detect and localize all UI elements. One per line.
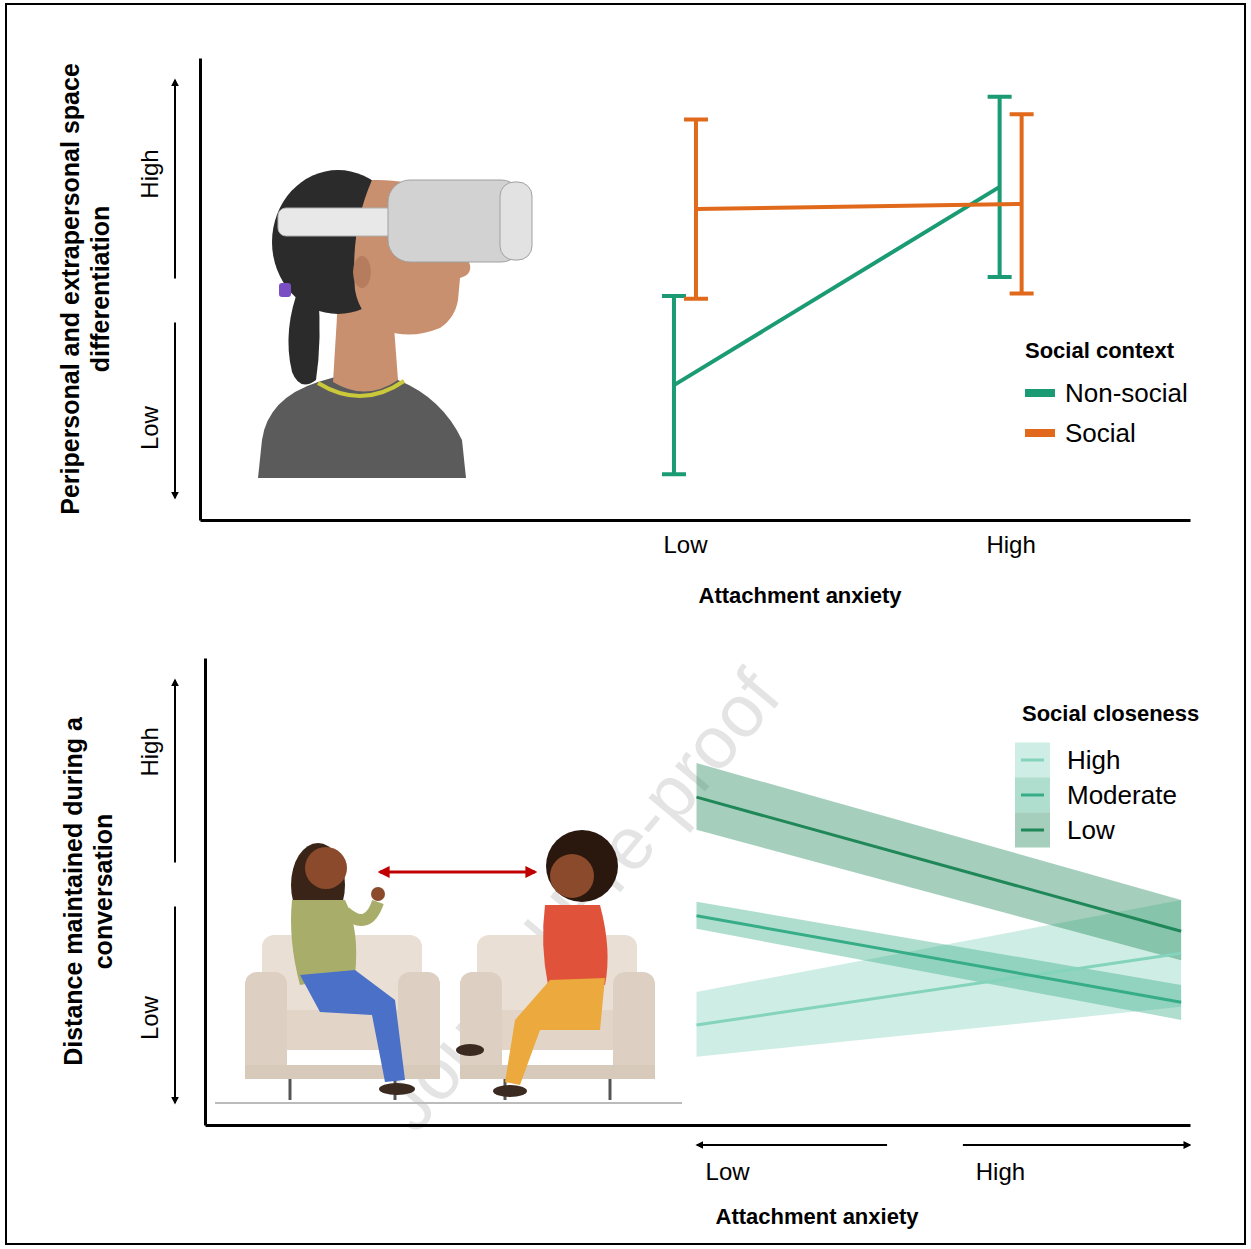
legend-item: Social bbox=[1025, 418, 1136, 448]
chair-leg bbox=[289, 1079, 292, 1100]
ear bbox=[353, 256, 371, 288]
legend-swatch bbox=[1015, 813, 1050, 848]
frame bbox=[6, 4, 1245, 1244]
x-arrow-right bbox=[963, 1144, 1190, 1146]
x-tick-label: Low bbox=[706, 1158, 751, 1185]
legend-title: Social context bbox=[1025, 338, 1175, 363]
x-tick: Low bbox=[706, 1125, 751, 1185]
y-axis: Low High bbox=[136, 59, 200, 521]
chair-arm bbox=[245, 972, 287, 1077]
y-tick: Low bbox=[136, 405, 200, 450]
hair bbox=[546, 830, 618, 902]
chair-arm bbox=[398, 972, 440, 1077]
chair-arm bbox=[460, 972, 502, 1077]
shoe bbox=[493, 1085, 527, 1097]
figure: Journal Pre-proofLowHighLowHighAttachmen… bbox=[0, 0, 1251, 1249]
y-arrow-up bbox=[174, 80, 176, 279]
x-tick-label: High bbox=[976, 1158, 1025, 1185]
series-line bbox=[696, 204, 1022, 209]
y-arrow-down bbox=[174, 323, 176, 498]
legend-label: Moderate bbox=[1067, 780, 1177, 810]
legend-line bbox=[1021, 759, 1044, 762]
legend-label: Low bbox=[1067, 815, 1115, 845]
legend: Social closeness High Moderate Low bbox=[1015, 701, 1199, 848]
head bbox=[305, 847, 347, 889]
chair-base bbox=[245, 1065, 440, 1079]
x-tick: High bbox=[986, 520, 1035, 558]
legend: Social context Non-social Social bbox=[1025, 338, 1188, 448]
hair-tie bbox=[279, 283, 291, 297]
hand bbox=[371, 887, 385, 901]
legend-line bbox=[1021, 794, 1044, 797]
chair-leg bbox=[609, 1079, 612, 1100]
illustration-conversation bbox=[215, 830, 682, 1103]
series-line bbox=[674, 187, 1000, 385]
x-axis-line bbox=[201, 519, 1191, 522]
shoe bbox=[379, 1083, 415, 1095]
legs bbox=[300, 970, 405, 1082]
headset-strap bbox=[278, 208, 403, 236]
y-arrow-down bbox=[174, 906, 176, 1103]
legend-swatch bbox=[1025, 429, 1055, 437]
y-arrow-up bbox=[174, 680, 176, 862]
x-tick-label: Low bbox=[663, 531, 708, 558]
legend-label: Social bbox=[1065, 418, 1136, 448]
y-tick-label: Low bbox=[136, 405, 163, 450]
series-line bbox=[697, 916, 1182, 1002]
x-axis: Low High bbox=[201, 520, 1191, 558]
y-axis-line bbox=[204, 659, 207, 1126]
series-line bbox=[697, 797, 1182, 931]
y-axis-title: Distance maintained during aconversation bbox=[59, 716, 117, 1066]
x-axis: Low High bbox=[206, 1125, 1191, 1185]
legend-item: High bbox=[1015, 743, 1120, 778]
y-tick-label: High bbox=[136, 149, 163, 198]
torso bbox=[543, 905, 608, 985]
plot-marks bbox=[697, 763, 1182, 1057]
legend-swatch bbox=[1015, 743, 1050, 778]
confidence-band bbox=[697, 763, 1182, 960]
distance-arrow bbox=[380, 871, 535, 874]
floor bbox=[215, 1102, 682, 1104]
head bbox=[550, 854, 594, 898]
chair-arm bbox=[613, 972, 655, 1077]
plot-marks bbox=[662, 97, 1034, 474]
y-tick: High bbox=[136, 149, 200, 198]
legend-label: Non-social bbox=[1065, 378, 1188, 408]
x-axis-title: Attachment anxiety bbox=[716, 1204, 920, 1229]
y-axis: Low High bbox=[136, 659, 205, 1126]
legend-item: Non-social bbox=[1025, 378, 1188, 408]
x-tick: Low bbox=[663, 520, 708, 558]
x-axis-title: Attachment anxiety bbox=[699, 583, 903, 608]
legend-item: Moderate bbox=[1015, 778, 1177, 813]
y-axis-title: Peripersonal and extrapersonal spacediff… bbox=[56, 63, 114, 515]
chart: Low High Low High Attachment anxiety Distance… bbox=[59, 659, 1200, 1229]
legend-line bbox=[1021, 829, 1044, 832]
chart: Low High Low High Attachment anxiety Peripers… bbox=[56, 59, 1191, 608]
x-arrow-left bbox=[697, 1144, 887, 1146]
legend-swatch bbox=[1025, 389, 1055, 397]
legend-title: Social closeness bbox=[1022, 701, 1199, 726]
shoe bbox=[456, 1044, 484, 1056]
legend-swatch bbox=[1015, 778, 1050, 813]
chair-base bbox=[460, 1065, 655, 1079]
x-tick-label: High bbox=[986, 531, 1035, 558]
y-tick: High bbox=[136, 727, 205, 776]
y-tick: Low bbox=[136, 995, 205, 1040]
legs bbox=[505, 978, 605, 1085]
y-axis-line bbox=[199, 59, 202, 521]
headset-front bbox=[500, 182, 532, 260]
error-bar bbox=[662, 296, 686, 474]
legend-item: Low bbox=[1015, 813, 1115, 848]
collar bbox=[318, 381, 404, 396]
legend-label: High bbox=[1067, 745, 1120, 775]
illustration-vr-user bbox=[258, 170, 532, 478]
arm bbox=[345, 902, 378, 920]
x-tick: High bbox=[976, 1125, 1025, 1185]
y-tick-label: Low bbox=[136, 995, 163, 1040]
x-axis-line bbox=[206, 1124, 1191, 1127]
y-tick-label: High bbox=[136, 727, 163, 776]
